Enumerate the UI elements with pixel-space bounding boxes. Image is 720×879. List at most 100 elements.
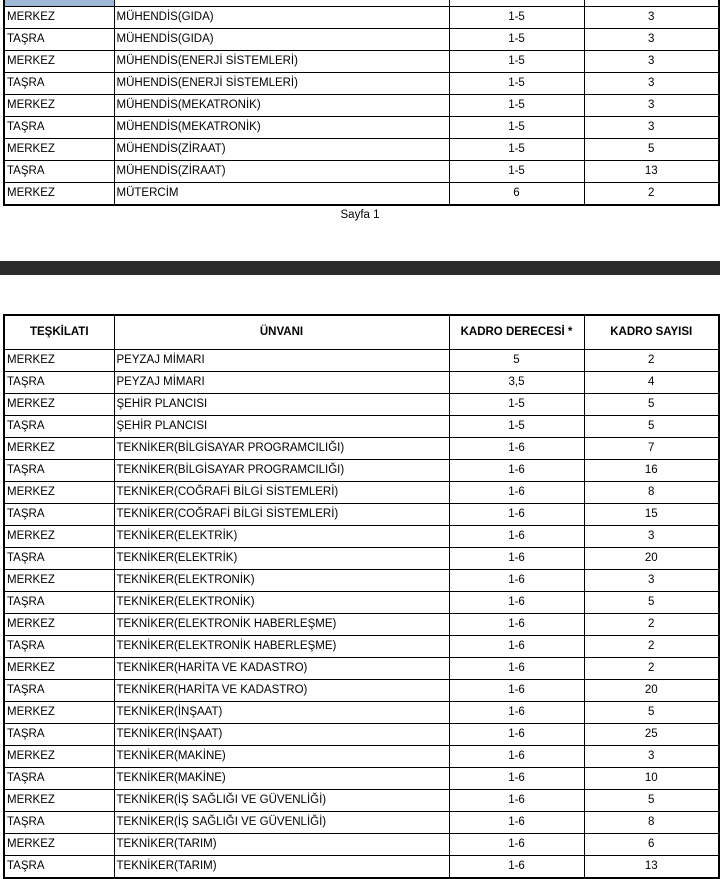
unvani-cell: TEKNİKER(MAKİNE)	[113, 745, 450, 768]
teskilati-cell: MERKEZ	[3, 569, 115, 592]
kadro-derecesi-cell: 1-6	[448, 767, 585, 790]
table-row: MERKEZ MÜHENDİS(MEKATRONİK) 1-5 3	[3, 94, 720, 117]
table-row: MERKEZ TEKNİKER(İNŞAAT) 1-6 5	[3, 701, 720, 724]
kadro-sayisi-cell: 5	[583, 789, 720, 812]
kadro-derecesi-cell: 1-5	[448, 94, 585, 117]
kadro-derecesi-cell: 1-6	[448, 811, 585, 834]
teskilati-cell: MERKEZ	[3, 525, 115, 548]
unvani-cell: TEKNİKER(ELEKTRONİK HABERLEŞME)	[113, 635, 450, 658]
table-row: MERKEZ TEKNİKER(TARIM) 1-6 6	[3, 833, 720, 856]
kadro-sayisi-cell: 5	[583, 591, 720, 614]
page-separator	[0, 261, 720, 275]
kadro-derecesi-cell: 1-6	[448, 569, 585, 592]
teskilati-cell: TAŞRA	[3, 855, 115, 879]
kadro-sayisi-cell: 13	[583, 160, 720, 183]
teskilati-cell: MERKEZ	[3, 50, 115, 73]
kadro-sayisi-cell: 20	[583, 547, 720, 570]
teskilati-cell: TAŞRA	[3, 459, 115, 482]
teskilati-cell: MERKEZ	[3, 745, 115, 768]
unvani-cell: TEKNİKER(ELEKTRİK)	[113, 525, 450, 548]
kadro-sayisi-cell: 2	[583, 657, 720, 680]
kadro-derecesi-cell: 1-6	[448, 657, 585, 680]
header-unvani: ÜNVANI	[113, 314, 450, 350]
table-row: TAŞRA TEKNİKER(COĞRAFİ BİLGİ SİSTEMLERİ) 1…	[3, 503, 720, 526]
unvani-cell: TEKNİKER(BİLGİSAYAR PROGRAMCILIĞI)	[113, 437, 450, 460]
kadro-derecesi-cell: 1-6	[448, 481, 585, 504]
kadro-sayisi-cell: 15	[583, 503, 720, 526]
kadro-derecesi-cell: 1-6	[448, 503, 585, 526]
table-header-row: TEŞKİLATI ÜNVANI KADRO DERECESİ * KADRO …	[3, 314, 720, 350]
table-row: TAŞRA MÜHENDİS(ENERJİ SİSTEMLERİ) 1-5 3	[3, 72, 720, 95]
personnel-table-page-1: MERKEZ MÜHENDİS(GIDA) 1-5 3 TAŞRA MÜHENDİS(GI…	[3, 0, 720, 206]
unvani-cell: MÜHENDİS(MEKATRONİK)	[113, 116, 450, 139]
teskilati-cell: TAŞRA	[3, 160, 115, 183]
table-row: TAŞRA MÜHENDİS(GIDA) 1-5 3	[3, 28, 720, 51]
kadro-derecesi-cell: 1-6	[448, 833, 585, 856]
teskilati-cell: MERKEZ	[3, 701, 115, 724]
unvani-cell: TEKNİKER(İŞ SAĞLIĞI VE GÜVENLİĞİ)	[113, 811, 450, 834]
teskilati-cell: TAŞRA	[3, 635, 115, 658]
table-row: TAŞRA TEKNİKER(ELEKTRONİK) 1-6 5	[3, 591, 720, 614]
table-row: TAŞRA TEKNİKER(HARİTA VE KADASTRO) 1-6 20	[3, 679, 720, 702]
table-row: MERKEZ PEYZAJ MİMARI 5 2	[3, 349, 720, 372]
kadro-derecesi-cell: 1-6	[448, 723, 585, 746]
teskilati-cell: MERKEZ	[3, 481, 115, 504]
unvani-cell: TEKNİKER(TARIM)	[113, 855, 450, 879]
unvani-cell: MÜTERCİM	[113, 182, 450, 206]
table-row: MERKEZ ŞEHİR PLANCISI 1-5 5	[3, 393, 720, 416]
teskilati-cell: MERKEZ	[3, 94, 115, 117]
kadro-sayisi-cell: 3	[583, 50, 720, 73]
unvani-cell: TEKNİKER(ELEKTRONİK)	[113, 591, 450, 614]
teskilati-cell: MERKEZ	[3, 437, 115, 460]
unvani-cell: TEKNİKER(COĞRAFİ BİLGİ SİSTEMLERİ)	[113, 503, 450, 526]
kadro-sayisi-cell: 2	[583, 613, 720, 636]
kadro-sayisi-cell: 3	[583, 569, 720, 592]
kadro-sayisi-cell: 3	[583, 28, 720, 51]
kadro-derecesi-cell: 1-5	[448, 28, 585, 51]
table-row: MERKEZ TEKNİKER(MAKİNE) 1-6 3	[3, 745, 720, 768]
table-row: TAŞRA ŞEHİR PLANCISI 1-5 5	[3, 415, 720, 438]
kadro-sayisi-cell: 2	[583, 635, 720, 658]
table-row: MERKEZ MÜHENDİS(GIDA) 1-5 3	[3, 6, 720, 29]
teskilati-cell: MERKEZ	[3, 789, 115, 812]
unvani-cell: TEKNİKER(COĞRAFİ BİLGİ SİSTEMLERİ)	[113, 481, 450, 504]
unvani-cell: TEKNİKER(TARIM)	[113, 833, 450, 856]
unvani-cell: TEKNİKER(ELEKTRONİK)	[113, 569, 450, 592]
kadro-derecesi-cell: 1-5	[448, 50, 585, 73]
teskilati-cell: TAŞRA	[3, 679, 115, 702]
kadro-sayisi-cell: 5	[583, 701, 720, 724]
unvani-cell: TEKNİKER(HARİTA VE KADASTRO)	[113, 657, 450, 680]
kadro-derecesi-cell: 1-5	[448, 160, 585, 183]
kadro-sayisi-cell: 3	[583, 6, 720, 29]
teskilati-cell: MERKEZ	[3, 138, 115, 161]
kadro-sayisi-cell: 20	[583, 679, 720, 702]
kadro-derecesi-cell: 1-6	[448, 679, 585, 702]
teskilati-cell: MERKEZ	[3, 349, 115, 372]
table-row: TAŞRA TEKNİKER(BİLGİSAYAR PROGRAMCILIĞI) 1…	[3, 459, 720, 482]
table-row: MERKEZ MÜHENDİS(ZİRAAT) 1-5 5	[3, 138, 720, 161]
kadro-derecesi-cell: 1-6	[448, 635, 585, 658]
kadro-sayisi-cell: 8	[583, 481, 720, 504]
teskilati-cell: TAŞRA	[3, 547, 115, 570]
unvani-cell: TEKNİKER(İNŞAAT)	[113, 701, 450, 724]
table-row: MERKEZ MÜTERCİM 6 2	[3, 182, 720, 206]
kadro-derecesi-cell: 1-6	[448, 855, 585, 879]
teskilati-cell: TAŞRA	[3, 28, 115, 51]
teskilati-cell: MERKEZ	[3, 6, 115, 29]
unvani-cell: PEYZAJ MİMARI	[113, 371, 450, 394]
kadro-sayisi-cell: 13	[583, 855, 720, 879]
kadro-sayisi-cell: 3	[583, 525, 720, 548]
table-row: MERKEZ TEKNİKER(İŞ SAĞLIĞI VE GÜVENLİĞİ) 1…	[3, 789, 720, 812]
unvani-cell: MÜHENDİS(GIDA)	[113, 28, 450, 51]
table-row: TAŞRA TEKNİKER(İŞ SAĞLIĞI VE GÜVENLİĞİ) 1-…	[3, 811, 720, 834]
kadro-derecesi-cell: 3,5	[448, 371, 585, 394]
personnel-table-page-2: TEŞKİLATI ÜNVANI KADRO DERECESİ * KADRO …	[3, 314, 720, 879]
teskilati-cell: MERKEZ	[3, 657, 115, 680]
table-row: TAŞRA TEKNİKER(ELEKTRİK) 1-6 20	[3, 547, 720, 570]
unvani-cell: TEKNİKER(ELEKTRİK)	[113, 547, 450, 570]
teskilati-cell: MERKEZ	[3, 833, 115, 856]
unvani-cell: MÜHENDİS(ENERJİ SİSTEMLERİ)	[113, 50, 450, 73]
kadro-derecesi-cell: 1-5	[448, 72, 585, 95]
table-row: TAŞRA TEKNİKER(ELEKTRONİK HABERLEŞME) 1-6 2	[3, 635, 720, 658]
kadro-derecesi-cell: 1-6	[448, 525, 585, 548]
